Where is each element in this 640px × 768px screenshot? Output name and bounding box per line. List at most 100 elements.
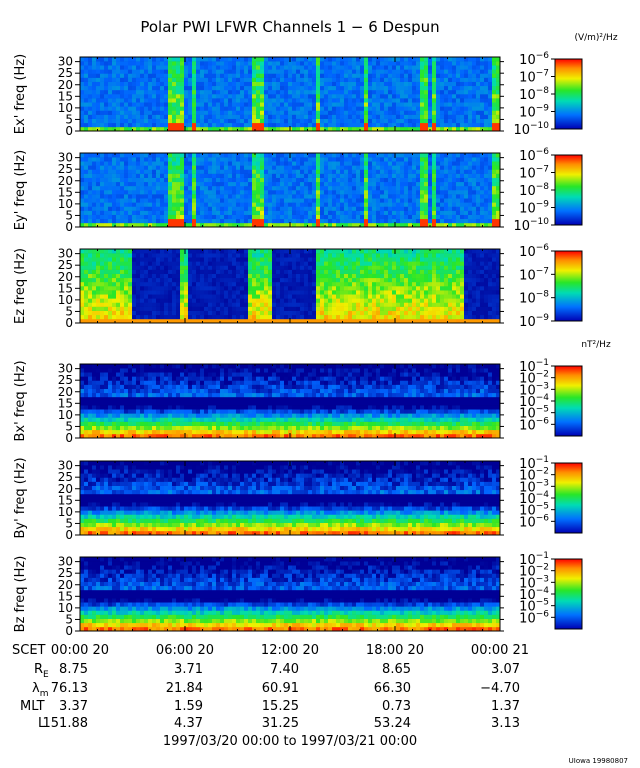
colorbar-label: 10−1 — [519, 455, 549, 472]
ytick-label: 0 — [65, 124, 73, 138]
ephem-label-re: RE — [34, 662, 49, 680]
ytick-label: 5 — [65, 208, 73, 222]
colorbar-label: 10−3 — [519, 574, 549, 591]
colorbar-label: 10−5 — [519, 502, 549, 519]
colorbar-label: 10−6 — [519, 51, 549, 68]
ephem-l-2: 31.25 — [262, 716, 299, 731]
ytick-label: 5 — [65, 612, 73, 626]
colorbar-label: 10−5 — [519, 405, 549, 422]
time-tick-4: 00:00 21 — [471, 643, 529, 658]
credit-label: UIowa 19980807 — [569, 757, 628, 765]
time-axis-labels: SCET 00:00 20 06:00 20 12:00 20 18:00 20… — [12, 643, 529, 658]
ephem-label-mlt: MLT — [20, 699, 45, 714]
colorbar-5: 10−110−210−310−410−510−6 — [519, 551, 583, 630]
ytick-label: 25 — [58, 566, 73, 580]
ephem-re-0: 8.75 — [59, 662, 88, 677]
colorbar-label: 10−2 — [519, 370, 549, 387]
ytick-label: 5 — [65, 516, 73, 530]
colorbar-label: 10−7 — [519, 266, 549, 283]
ylabel: Bz freq (Hz) — [13, 556, 28, 633]
ephem-mlt-1: 1.59 — [174, 699, 203, 714]
colorbar-label: 10−10 — [513, 121, 549, 138]
colorbar-label: 10−5 — [519, 598, 549, 615]
ytick-label: 30 — [58, 459, 73, 473]
ytick-label: 25 — [58, 162, 73, 176]
ephem-l-1: 4.37 — [174, 716, 203, 731]
ytick-label: 0 — [65, 220, 73, 234]
colorbar-label: 10−10 — [513, 217, 549, 234]
colorbar-label: 10−9 — [519, 313, 549, 330]
ytick-label: 10 — [58, 101, 73, 115]
ytick-label: 0 — [65, 528, 73, 542]
time-tick-3: 18:00 20 — [366, 643, 424, 658]
ytick-label: 5 — [65, 419, 73, 433]
ytick-label: 20 — [58, 270, 73, 284]
ytick-label: 10 — [58, 505, 73, 519]
colorbar-label: 10−1 — [519, 551, 549, 568]
colorbar-label: 10−6 — [519, 147, 549, 164]
ytick-label: 25 — [58, 373, 73, 387]
spectrogram-image — [80, 364, 501, 439]
colorbar-ramp — [554, 558, 583, 630]
ytick-label: 10 — [58, 601, 73, 615]
ytick-label: 20 — [58, 482, 73, 496]
colorbar-2: 10−6 10−7 10−8 10−9 — [519, 243, 583, 330]
ytick-label: 15 — [58, 589, 73, 603]
ephem-l-3: 53.24 — [374, 716, 411, 731]
ytick-label: 20 — [58, 174, 73, 188]
ephem-lambda-2: 60.91 — [262, 681, 299, 696]
figure-title: Polar PWI LFWR Channels 1 − 6 Despun — [140, 18, 439, 36]
ytick-label: 5 — [65, 112, 73, 126]
colorbar-label: 10−7 — [519, 69, 549, 86]
ephem-re-2: 7.40 — [270, 662, 299, 677]
spectrogram-image — [80, 249, 501, 324]
ytick-label: 30 — [58, 555, 73, 569]
ytick-label: 5 — [65, 304, 73, 318]
time-tick-1: 06:00 20 — [156, 643, 214, 658]
ytick-label: 30 — [58, 362, 73, 376]
ylabel: Ez freq (Hz) — [13, 248, 28, 324]
colorbar-1: 10−610−710−810−910−10 — [513, 147, 583, 234]
ylabel: Ex' freq (Hz) — [13, 54, 28, 134]
colorbar-label: 10−2 — [519, 467, 549, 484]
ytick-label: 20 — [58, 385, 73, 399]
colorbar-0: 10−610−710−810−910−10 (V/m)²/Hz — [513, 33, 617, 138]
colorbar-ramp — [554, 154, 583, 226]
colorbar-label: 10−8 — [519, 86, 549, 103]
ephem-label-lambda: λm — [32, 681, 48, 699]
ytick-label: 10 — [58, 197, 73, 211]
colorbar-label: 10−3 — [519, 381, 549, 398]
ephem-l-0: 151.88 — [43, 716, 89, 731]
colorbar-label: 10−2 — [519, 563, 549, 580]
ephem-mlt-3: 0.73 — [382, 699, 411, 714]
time-tick-0: 00:00 20 — [51, 643, 109, 658]
colorbar-label: 10−1 — [519, 358, 549, 375]
ytick-label: 10 — [58, 293, 73, 307]
ytick-label: 0 — [65, 431, 73, 445]
ytick-label: 25 — [58, 66, 73, 80]
colorbar-ramp — [554, 58, 583, 130]
ephem-mlt-4: 1.37 — [491, 699, 520, 714]
colorbar-unit: (V/m)²/Hz — [574, 33, 617, 43]
colorbar-label: 10−8 — [519, 182, 549, 199]
ytick-label: 25 — [58, 258, 73, 272]
spectrogram-image — [80, 153, 501, 228]
colorbar-label: 10−6 — [519, 609, 549, 626]
ytick-label: 30 — [58, 151, 73, 165]
colorbar-label: 10−9 — [519, 200, 549, 217]
ytick-label: 20 — [58, 78, 73, 92]
ytick-label: 0 — [65, 316, 73, 330]
ephem-re-3: 8.65 — [382, 662, 411, 677]
colorbar-label: 10−6 — [519, 416, 549, 433]
colorbar-3: 10−110−210−310−410−510−6 nT²/Hz — [519, 340, 611, 437]
colorbar-unit: nT²/Hz — [581, 340, 611, 350]
ytick-label: 25 — [58, 470, 73, 484]
ephem-mlt-0: 3.37 — [59, 699, 88, 714]
ylabel: Bx' freq (Hz) — [13, 360, 28, 441]
ytick-label: 0 — [65, 624, 73, 638]
ephem-lambda-4: −4.70 — [480, 681, 520, 696]
